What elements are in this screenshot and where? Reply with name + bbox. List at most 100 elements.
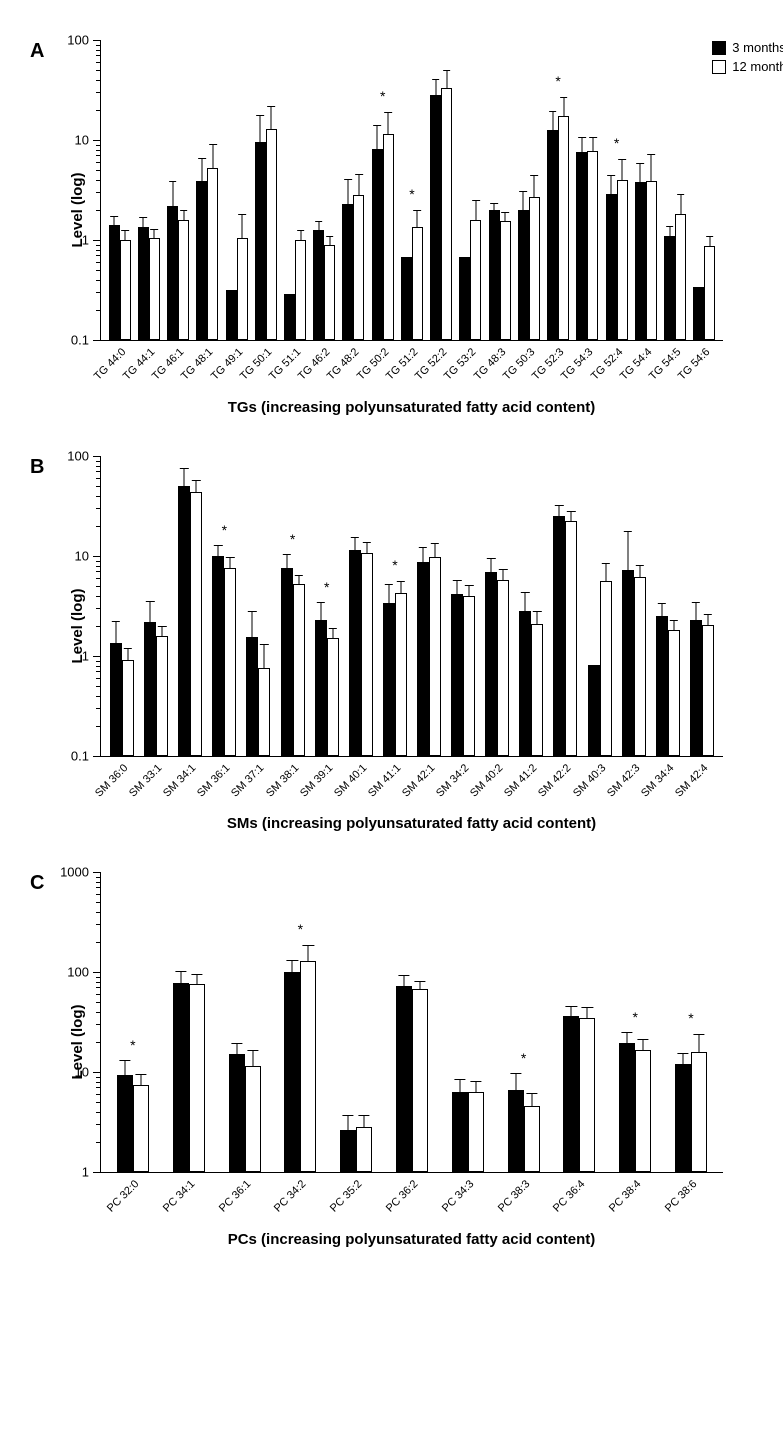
bar-12months [353, 195, 364, 340]
bar-group: SM 34:2 [446, 594, 480, 756]
error-bar [707, 615, 708, 626]
error-bar [403, 976, 404, 987]
error-cap [297, 230, 305, 231]
error-bar [525, 593, 526, 612]
bar-12months [120, 240, 131, 340]
error-bar [354, 538, 355, 550]
bar-12months [500, 221, 511, 340]
bar-group: *SM 41:1 [378, 593, 412, 756]
bar-12months [178, 220, 189, 340]
bar-12months [531, 624, 543, 756]
error-cap [531, 175, 539, 176]
error-bar [531, 1094, 532, 1106]
error-bar [348, 1116, 349, 1130]
bar-3months [246, 637, 258, 756]
bar-12months [395, 593, 407, 756]
error-bar [154, 230, 155, 239]
error-bar [709, 237, 710, 247]
bar-3months [281, 568, 293, 756]
error-bar [252, 1051, 253, 1067]
error-cap [175, 971, 186, 972]
bar-group: TG 53:2 [456, 220, 485, 340]
error-bar [695, 603, 696, 620]
x-tick-label: TG 49:1 [208, 346, 245, 383]
error-bar [196, 975, 197, 985]
bar-12months [412, 227, 423, 340]
x-tick-label: PC 36:4 [551, 1178, 588, 1215]
error-cap [578, 137, 586, 138]
error-cap [359, 1115, 370, 1116]
bar-3months [284, 294, 295, 340]
error-cap [432, 79, 440, 80]
bar-12months [293, 584, 305, 756]
x-tick-label: TG 54:6 [676, 346, 713, 383]
error-bar [669, 227, 670, 236]
error-bar [534, 176, 535, 198]
error-cap [472, 200, 480, 201]
bar-3months [313, 230, 324, 340]
significance-star: * [555, 73, 560, 89]
bar-group: *TG 50:2 [368, 134, 397, 340]
error-bar [124, 1061, 125, 1075]
bar-3months [226, 290, 237, 341]
error-bar [639, 566, 640, 578]
bar-group: *TG 51:2 [397, 227, 426, 340]
error-cap [490, 203, 498, 204]
bar-12months [646, 181, 657, 340]
bar-3months [485, 572, 497, 757]
error-bar [364, 1116, 365, 1127]
error-bar [494, 204, 495, 210]
error-cap [303, 945, 314, 946]
x-tick-label: SM 38:1 [264, 762, 301, 799]
bar-12months [429, 557, 441, 756]
bar-3months [675, 1064, 691, 1172]
bar-12months [189, 984, 205, 1172]
bar-group: TG 54:4 [631, 181, 660, 340]
error-cap [618, 159, 626, 160]
x-tick-label: SM 42:3 [605, 762, 642, 799]
error-cap [158, 626, 166, 627]
error-bar [388, 113, 389, 135]
bar-3months [664, 236, 675, 340]
error-bar [300, 231, 301, 241]
error-cap [520, 191, 528, 192]
error-bar [400, 582, 401, 593]
error-cap [601, 563, 609, 564]
error-bar [571, 1007, 572, 1017]
bar-group: SM 41:2 [514, 611, 548, 756]
bar-12months [361, 553, 373, 756]
error-cap [180, 210, 188, 211]
error-bar [308, 946, 309, 961]
x-tick-label: SM 34:2 [434, 762, 471, 799]
bar-12months [237, 238, 248, 340]
error-cap [521, 592, 529, 593]
error-bar [116, 622, 117, 643]
error-bar [469, 586, 470, 597]
error-cap [226, 557, 234, 558]
bar-3months [519, 611, 531, 756]
bar-3months [451, 594, 463, 756]
bar-12months [497, 580, 509, 756]
bar-3months [489, 210, 500, 340]
error-bar [143, 218, 144, 227]
error-cap [169, 181, 177, 182]
bar-group: *PC 38:6 [663, 1052, 719, 1172]
error-bar [377, 126, 378, 148]
bar-12months [470, 220, 481, 340]
bar-3months [196, 181, 207, 340]
bar-3months [109, 225, 120, 340]
bar-12months [245, 1066, 261, 1172]
bar-3months [110, 643, 122, 756]
bar-12months [156, 636, 168, 756]
x-tick-label: SM 34:4 [639, 762, 676, 799]
error-cap [465, 585, 473, 586]
error-bar [680, 195, 681, 216]
error-bar [627, 532, 628, 569]
x-tick-label: PC 36:1 [216, 1178, 253, 1215]
error-bar [640, 164, 641, 182]
error-bar [503, 570, 504, 581]
error-cap [180, 468, 188, 469]
bar-3months [547, 130, 558, 340]
bar-3months [417, 562, 429, 756]
bar-3months [284, 972, 300, 1172]
